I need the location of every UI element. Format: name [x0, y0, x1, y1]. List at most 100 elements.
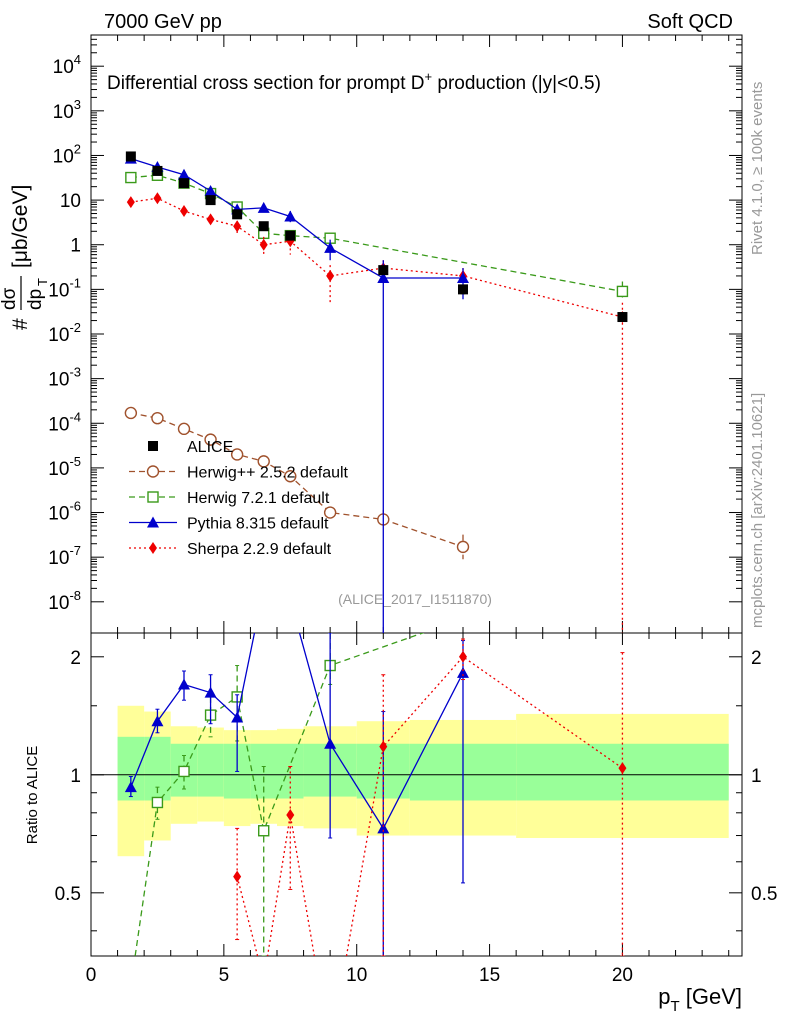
header-left-label: 7000 GeV pp: [104, 11, 222, 33]
legend-marker: [149, 542, 157, 554]
legend-label: Sherpa 2.2.9 default: [187, 541, 332, 558]
main-series-herwig-2-5-2-default: [124, 406, 470, 560]
main-point: [616, 285, 629, 298]
ratio-y-tick-label-right: 0.5: [751, 884, 777, 905]
analysis-id-label: (ALICE_2017_I1511870): [338, 591, 492, 607]
x-axis-label: pT [GeV]: [658, 984, 742, 1015]
ratio-axis-ticks: 0 5 10 15 20 0.5 0.5 1 1 2 2: [55, 633, 777, 986]
legend-marker: [147, 491, 159, 503]
legend-marker: [146, 465, 160, 478]
y-label-hash: #: [9, 318, 32, 330]
y-label-numerator: dσ: [0, 287, 20, 310]
main-point: [179, 178, 189, 189]
main-series-layer: [124, 151, 629, 633]
chart-title-superscript: +: [425, 69, 433, 84]
ratio-point: [151, 715, 164, 727]
ratio-y-tick-label-right: 1: [751, 766, 762, 787]
main-y-tick-label: 10: [60, 191, 81, 212]
main-point: [457, 271, 469, 283]
main-point: [323, 506, 337, 519]
legend: ALICE Herwig++ 2.5.2 default Herwig 7.2.1 …: [129, 439, 349, 558]
main-axis-ticks: 10-8 10-7 10-6 10-5 10-4 10-3 10-2 10-1 1 10 102 10…: [48, 35, 742, 633]
legend-label: ALICE: [187, 439, 233, 456]
y-label-denominator-subscript: T: [35, 278, 50, 286]
legend-label: Herwig 7.2.1 default: [187, 490, 330, 507]
main-point: [153, 192, 162, 205]
main-point: [204, 184, 217, 196]
main-point: [178, 168, 190, 180]
mcplots-label: mcplots.cern.ch [arXiv:2401.10621]: [749, 393, 766, 628]
main-series-herwig-7-2-1-default: [125, 169, 629, 300]
ratio-panel-frame: [90, 632, 743, 957]
main-series-pythia-8-315-default: [124, 152, 469, 633]
main-point: [617, 312, 628, 323]
ratio-point: [151, 796, 164, 809]
legend-marker: [148, 441, 158, 451]
ratio-y-tick-label: 1: [70, 766, 81, 787]
main-y-tick-label: 104: [53, 52, 81, 78]
ratio-point: [204, 686, 217, 698]
main-point: [284, 210, 297, 222]
legend-entry-sherpa-2-2-9-default: Sherpa 2.2.9 default: [129, 541, 332, 558]
main-y-tick-label: 10-4: [48, 409, 81, 435]
ratio-point: [457, 666, 469, 678]
x-tick-label: 10: [346, 965, 367, 986]
header-right-label: Soft QCD: [647, 11, 733, 33]
ratio-point: [324, 737, 337, 749]
ratio-y-tick-label: 0.5: [55, 884, 81, 905]
ratio-y-axis-label: Ratio to ALICE: [24, 746, 41, 844]
main-line-pythia-8-315-default: [130, 157, 463, 279]
y-label-units: [μb/GeV]: [9, 185, 32, 268]
main-point: [258, 221, 269, 232]
ratio-y-tick-label: 2: [70, 648, 81, 669]
main-point: [206, 213, 215, 226]
main-y-tick-label: 10-6: [48, 499, 81, 525]
ratio-point: [178, 678, 190, 690]
ratio-point: [233, 870, 242, 883]
ratio-series-layer: [124, 633, 627, 956]
ratio-point: [231, 711, 244, 723]
main-series-alice: [125, 151, 628, 323]
main-point: [284, 470, 297, 483]
main-point: [205, 195, 216, 206]
ratio-inner-band: [277, 743, 304, 799]
ratio-inner-band: [197, 743, 224, 797]
main-y-tick-label: 102: [53, 141, 81, 167]
ratio-series-sherpa-2-2-9-default: [233, 638, 627, 956]
x-tick-label: 0: [86, 965, 97, 986]
main-point: [230, 448, 244, 461]
main-point: [257, 455, 270, 468]
main-y-tick-label: 1: [70, 236, 81, 257]
main-y-tick-label: 10-2: [48, 320, 81, 346]
main-point: [259, 238, 268, 251]
main-series-sherpa-2-2-9-default: [126, 192, 627, 633]
main-y-tick-label: 10-8: [48, 588, 81, 614]
ratio-uncertainty-bands: [117, 705, 729, 857]
main-point: [326, 269, 335, 282]
main-point: [180, 204, 188, 217]
ratio-line-sherpa-2-2-9-default: [236, 655, 623, 956]
x-tick-label: 15: [479, 965, 500, 986]
legend-label: Pythia 8.315 default: [187, 516, 329, 533]
main-point: [151, 411, 164, 425]
main-point: [232, 209, 243, 220]
legend-marker: [147, 516, 159, 528]
main-point: [125, 151, 136, 162]
main-point: [177, 422, 191, 436]
chart-title-part-2: production (|y|<0.5): [432, 73, 601, 94]
ratio-point: [258, 825, 270, 837]
main-point: [458, 284, 468, 295]
ratio-point: [618, 762, 627, 775]
main-y-tick-label: 10-5: [48, 454, 81, 480]
main-point: [126, 196, 135, 209]
legend-entry-pythia-8-315-default: Pythia 8.315 default: [129, 516, 329, 533]
y-label-denominator: dp: [25, 289, 46, 310]
main-y-tick-label: 10-3: [48, 365, 81, 391]
legend-entry-herwig-7-2-1-default: Herwig 7.2.1 default: [129, 490, 330, 507]
ratio-point: [459, 650, 467, 663]
legend-label: Herwig++ 2.5.2 default: [187, 465, 349, 482]
main-line-herwig-2-5-2-default: [130, 412, 464, 548]
ratio-point: [377, 822, 390, 834]
ratio-point: [379, 740, 388, 753]
